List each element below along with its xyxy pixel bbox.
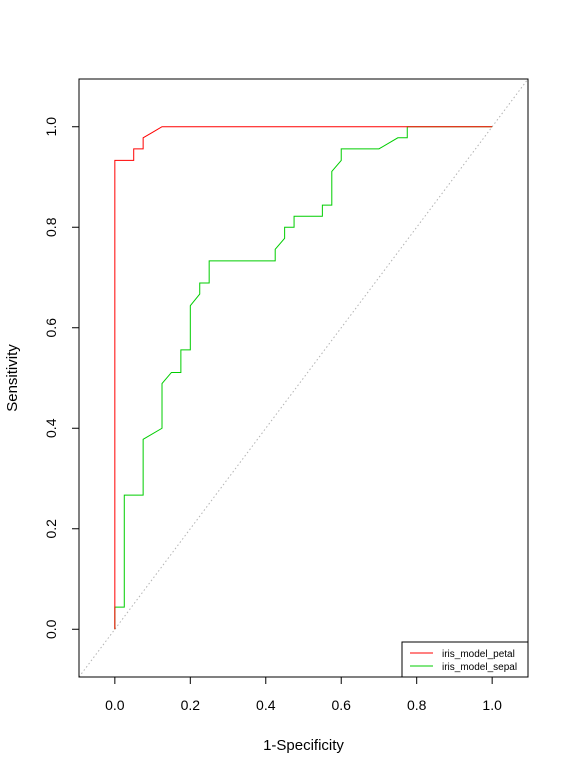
y-tick-label: 0.2 bbox=[43, 519, 59, 539]
y-axis-title: Sensitivity bbox=[4, 344, 21, 412]
reference-diagonal bbox=[78, 78, 529, 678]
legend-box bbox=[401, 641, 529, 678]
series-line-iris_model_sepal bbox=[114, 126, 493, 630]
x-axis-title: 1-Specificity bbox=[263, 737, 344, 754]
series-line-iris_model_petal bbox=[114, 126, 493, 630]
x-tick-label: 0.8 bbox=[407, 697, 427, 713]
x-tick-label: 0.2 bbox=[181, 697, 201, 713]
y-tick-label: 0.4 bbox=[43, 418, 59, 438]
y-axis: 0.0 0.2 0.4 0.6 0.8 1.0 bbox=[43, 117, 80, 639]
x-axis: 0.0 0.2 0.4 0.6 0.8 1.0 bbox=[105, 676, 502, 713]
legend-label-iris_model_sepal: iris_model_sepal bbox=[442, 662, 517, 673]
y-tick-label: 1.0 bbox=[43, 117, 59, 137]
y-tick-label: 0.8 bbox=[43, 217, 59, 237]
x-tick-label: 1.0 bbox=[482, 697, 502, 713]
y-tick-label: 0.0 bbox=[43, 619, 59, 639]
legend-label-iris_model_petal: iris_model_petal bbox=[442, 649, 515, 660]
x-tick-label: 0.6 bbox=[331, 697, 351, 713]
x-tick-label: 0.4 bbox=[256, 697, 276, 713]
plot-content bbox=[78, 78, 529, 678]
y-tick-label: 0.6 bbox=[43, 318, 59, 338]
x-tick-label: 0.0 bbox=[105, 697, 125, 713]
legend: iris_model_petal iris_model_sepal bbox=[401, 641, 529, 678]
